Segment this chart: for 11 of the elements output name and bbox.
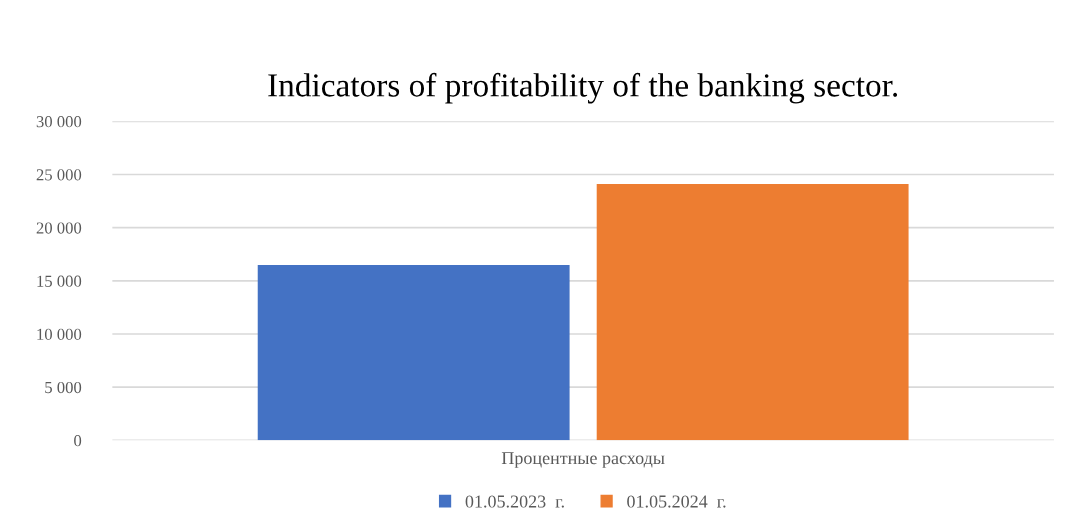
y-tick-label: 5 000 [45, 381, 82, 394]
y-tick-label: 15 000 [37, 275, 82, 287]
legend-label: 01.05.2024 г. [627, 495, 726, 508]
x-tick-label: Процентные расходы [501, 452, 665, 468]
y-tick-label: 0 [74, 435, 82, 447]
chart-title: Indicators of profitability of the banking sector. [268, 72, 898, 104]
y-tick-label: 20 000 [36, 222, 82, 234]
y-tick-label: 25 000 [36, 169, 82, 181]
y-tick-label: 10 000 [37, 328, 82, 340]
y-tick-label: 30 000 [36, 116, 82, 128]
legend-label: 01.05.2023 г. [465, 495, 564, 508]
